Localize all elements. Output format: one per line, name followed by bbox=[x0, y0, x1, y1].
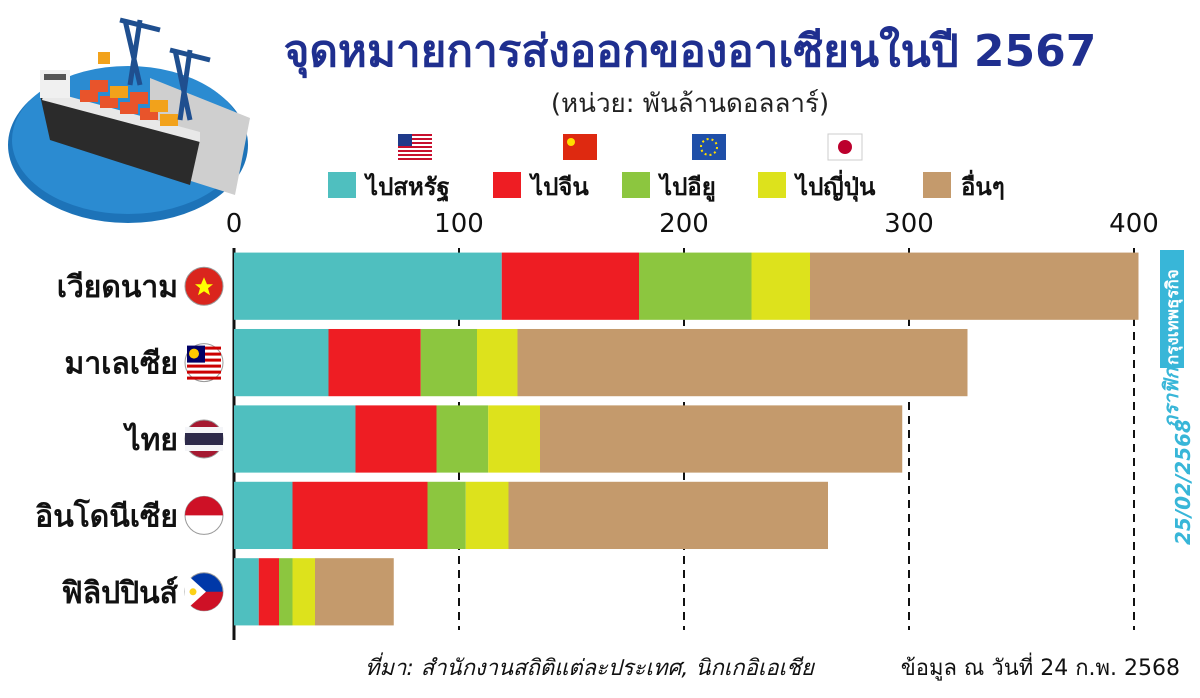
legend: ไปสหรัฐ ไปจีน ไปอียู ไปญี่ปุ่น อื่นๆ bbox=[328, 133, 1005, 203]
bar-segment bbox=[420, 328, 477, 397]
category-label: ฟิลิปปินส์ bbox=[61, 576, 178, 611]
source-text: ที่มา: สำนักงานสถิติแต่ละประเทศ, นิกเกอิ… bbox=[365, 652, 816, 681]
data-date-text: ข้อมูล ณ วันที่ 24 ก.พ. 2568 bbox=[901, 652, 1180, 681]
bar-segment bbox=[810, 252, 1139, 320]
bar-segment bbox=[292, 558, 315, 626]
bar-segment bbox=[427, 481, 466, 550]
indonesia-flag-icon bbox=[184, 495, 224, 535]
chart-subtitle: (หน่วย: พันล้านดอลลาร์) bbox=[551, 89, 829, 119]
legend-item: ไปอียู bbox=[622, 134, 726, 202]
category-label: อินโดนีเซีย bbox=[35, 497, 178, 534]
bar-segment bbox=[501, 252, 639, 320]
date-label: 25/02/2568 bbox=[1171, 419, 1195, 545]
bar-segment bbox=[279, 558, 293, 626]
legend-swatch bbox=[622, 172, 650, 198]
bar-segment bbox=[234, 328, 329, 397]
legend-label: ไปสหรัฐ bbox=[363, 172, 450, 203]
vietnam-flag-icon bbox=[184, 266, 224, 306]
thailand-flag-icon bbox=[184, 419, 224, 459]
legend-label: ไปจีน bbox=[528, 172, 589, 201]
category-label: มาเลเซีย bbox=[65, 347, 178, 382]
legend-swatch bbox=[758, 172, 786, 198]
legend-swatch bbox=[493, 172, 521, 198]
bar-segment bbox=[328, 328, 421, 397]
bar-segment bbox=[234, 558, 259, 626]
bar-segment bbox=[477, 328, 518, 397]
bar-segment bbox=[292, 481, 428, 550]
bar-segment bbox=[751, 252, 810, 320]
bar-segment bbox=[436, 405, 489, 473]
malaysia-flag-icon bbox=[184, 343, 224, 383]
philippines-flag-icon bbox=[184, 572, 224, 612]
bars bbox=[234, 252, 1139, 626]
bar-segment bbox=[234, 405, 356, 473]
x-tick-label: 400 bbox=[1109, 209, 1159, 239]
cargo-ship-port-icon bbox=[8, 17, 250, 223]
bar-segment bbox=[234, 252, 502, 320]
side-credit: กรุงเทพธุรกิจ กราฟิก 25/02/2568 bbox=[1159, 250, 1195, 545]
bar-segment bbox=[517, 328, 968, 397]
x-axis-ticks: 0 100 200 300 400 bbox=[226, 209, 1159, 239]
bar-segment bbox=[315, 558, 394, 626]
bar-segment bbox=[508, 481, 828, 550]
bar-segment bbox=[488, 405, 540, 473]
legend-swatch bbox=[923, 172, 951, 198]
x-tick-label: 300 bbox=[884, 209, 934, 239]
legend-item: ไปญี่ปุ่น bbox=[758, 133, 876, 203]
bar-segment bbox=[355, 405, 437, 473]
bar-segment bbox=[465, 481, 509, 550]
bar-segment bbox=[234, 481, 293, 550]
bar-segment bbox=[540, 405, 903, 473]
bar-segment bbox=[639, 252, 752, 320]
legend-item: ไปจีน bbox=[493, 134, 597, 201]
brand-box bbox=[1160, 250, 1184, 368]
eu-flag-icon bbox=[692, 134, 726, 160]
chart-title: จุดหมายการส่งออกของอาเซียนในปี 2567 bbox=[284, 25, 1097, 79]
legend-item: อื่นๆ bbox=[923, 169, 1005, 201]
brand-label: กรุงเทพธุรกิจ bbox=[1163, 269, 1183, 365]
legend-label: ไปอียู bbox=[657, 172, 716, 202]
legend-label: อื่นๆ bbox=[961, 169, 1005, 201]
japan-flag-icon bbox=[827, 133, 863, 161]
legend-swatch bbox=[328, 172, 356, 198]
us-flag-icon bbox=[398, 134, 432, 160]
category-label: ไทย bbox=[123, 422, 178, 458]
category-label: เวียดนาม bbox=[57, 270, 178, 305]
bar-segment bbox=[258, 558, 279, 626]
china-flag-icon bbox=[563, 134, 597, 160]
x-tick-label: 100 bbox=[434, 209, 484, 239]
graphic-label: กราฟิก bbox=[1159, 366, 1183, 428]
legend-label: ไปญี่ปุ่น bbox=[793, 169, 876, 203]
legend-item: ไปสหรัฐ bbox=[328, 134, 450, 203]
x-tick-label: 200 bbox=[659, 209, 709, 239]
x-tick-label: 0 bbox=[226, 209, 243, 239]
